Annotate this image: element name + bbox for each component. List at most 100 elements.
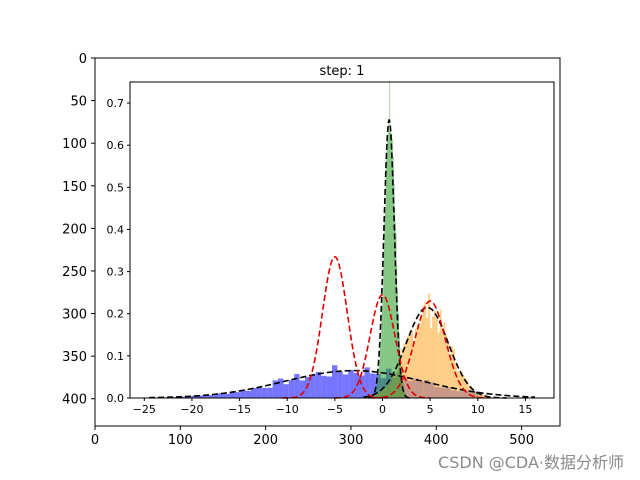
histogram-bar-series-3 <box>396 266 398 398</box>
histogram-bar-series-3 <box>391 133 393 398</box>
histogram-bar-series-1 <box>229 392 235 398</box>
histogram-bar-series-2 <box>412 341 415 398</box>
histogram-bar-series-2 <box>407 336 410 398</box>
histogram-bar-series-2 <box>426 317 429 398</box>
outer-x-tick-label: 0 <box>91 433 99 448</box>
watermark: CSDN @CDA·数据分析师 <box>438 453 624 472</box>
initial-gaussian-curve-5 <box>334 293 431 399</box>
density-curve-layer <box>149 119 535 399</box>
histogram-bar-series-3 <box>397 288 398 398</box>
histogram-bar-series-3 <box>392 139 393 398</box>
histogram-bar-series-2 <box>460 370 463 398</box>
inner-y-tick-label: 0.5 <box>107 181 125 194</box>
inner-x-tick-label: −15 <box>228 403 251 416</box>
histogram-bar-series-1 <box>321 375 327 398</box>
outer-y-tick-label: 100 <box>62 137 87 152</box>
histogram-bar-series-1 <box>369 373 376 398</box>
histogram-bar-series-3 <box>401 374 403 398</box>
histogram-bar-series-3 <box>374 394 375 398</box>
initial-gaussian-curve-4 <box>282 256 388 399</box>
histogram-bar-series-3 <box>383 260 384 398</box>
inner-y-tick-label: 0.2 <box>107 308 125 321</box>
outer-y-tick-label: 250 <box>62 265 87 280</box>
histogram-bar-series-3 <box>378 376 379 398</box>
histogram-bar-series-2 <box>454 364 457 398</box>
inner-x-tick-label: −20 <box>180 403 203 416</box>
inner-plot-title: step: 1 <box>320 64 365 79</box>
inner-y-tick-label: 0.7 <box>107 97 125 110</box>
histogram-bar-series-2 <box>401 348 404 398</box>
histogram-bar-series-1 <box>326 376 332 398</box>
inner-x-tick-label: −25 <box>133 403 156 416</box>
histogram-bar-series-1 <box>337 371 343 398</box>
histogram-bar-series-3 <box>388 132 390 398</box>
histogram-bar-series-2 <box>479 394 482 398</box>
histogram-bar-series-3 <box>379 348 381 398</box>
histogram-bar-series-2 <box>411 330 413 398</box>
fitted-density-curve-2 <box>368 119 412 399</box>
histogram-bar-series-3 <box>395 233 397 398</box>
outer-y-tick-label: 300 <box>62 308 87 323</box>
histogram-bar-series-3 <box>395 223 396 398</box>
fitted-density-curve-1 <box>149 369 535 399</box>
histogram-bar-series-1 <box>283 384 289 398</box>
histogram-bar-series-2 <box>449 354 452 398</box>
histogram-bar-series-1 <box>202 395 208 398</box>
outer-y-tick-label: 0 <box>79 52 87 67</box>
histogram-bar-series-1 <box>342 374 349 398</box>
histogram-bar-series-2 <box>466 380 469 398</box>
histogram-bar-series-3 <box>380 339 382 398</box>
histogram-bar-series-2 <box>447 342 450 398</box>
histogram-bar-series-3 <box>392 167 394 398</box>
histogram-bar-series-1 <box>348 369 354 398</box>
inner-plot: step: 1 −25 −20 −15 −10 −5 0 5 10 15 0.0 0.1 0.2 0.3… <box>107 64 555 416</box>
histogram-bar-series-3 <box>393 184 395 398</box>
histogram-bar-series-2 <box>485 396 488 398</box>
histogram-bar-series-3 <box>383 247 385 398</box>
histogram-bar-series-2 <box>443 322 446 398</box>
histogram-bar-series-2 <box>433 311 436 398</box>
inner-y-tick-label: 0.3 <box>107 266 125 279</box>
histogram-bar-series-1 <box>304 376 311 398</box>
outer-y-tick-label: 150 <box>62 180 87 195</box>
histogram-bar-series-1 <box>310 374 316 398</box>
histogram-bar-series-2 <box>403 343 406 398</box>
histogram-bar-series-3 <box>393 157 394 398</box>
outer-y-tick-label: 400 <box>62 393 87 408</box>
histogram-bar-series-1 <box>224 393 230 398</box>
histogram-bar-series-2 <box>473 391 476 398</box>
histogram-bar-series-2 <box>441 329 444 398</box>
histogram-bar-series-2 <box>424 302 427 398</box>
outer-x-tick-label: 100 <box>168 433 193 448</box>
outer-x-tick-label: 400 <box>424 433 449 448</box>
histogram-bar-series-1 <box>288 380 295 398</box>
histogram-bar-series-3 <box>385 163 387 398</box>
histogram-bar-series-1 <box>331 365 338 398</box>
histogram-bar-series-2 <box>409 333 412 398</box>
histogram-bar-series-1 <box>218 393 225 398</box>
histogram-bar-series-3 <box>384 216 386 398</box>
inner-y-tick-label: 0.1 <box>107 350 125 363</box>
histogram-bar-series-1 <box>240 389 246 398</box>
inner-axes-frame <box>129 81 555 399</box>
histogram-bar-series-1 <box>251 388 257 398</box>
histogram-bar-series-1 <box>267 387 273 398</box>
histogram-bar-series-1 <box>245 390 252 398</box>
histogram-bar-series-1 <box>180 396 187 398</box>
histogram-bar-series-3 <box>394 207 396 398</box>
histogram-bar-series-2 <box>428 293 431 398</box>
histogram-bar-series-1 <box>315 371 322 398</box>
outer-x-tick-label: 300 <box>339 433 364 448</box>
inner-x-tick-label: 10 <box>471 403 485 416</box>
histogram-bar-series-2 <box>439 309 442 398</box>
histogram-bar-series-3 <box>382 297 384 398</box>
inner-y-tick-label: 0.0 <box>107 392 125 405</box>
histogram-bar-series-1 <box>358 375 365 398</box>
outer-y-tick-label: 50 <box>70 95 87 110</box>
histogram-bar-series-2 <box>435 318 438 398</box>
histogram-bar-series-3 <box>381 306 383 398</box>
fitted-density-curve-3 <box>363 306 507 399</box>
outer-x-tick-label: 200 <box>253 433 278 448</box>
